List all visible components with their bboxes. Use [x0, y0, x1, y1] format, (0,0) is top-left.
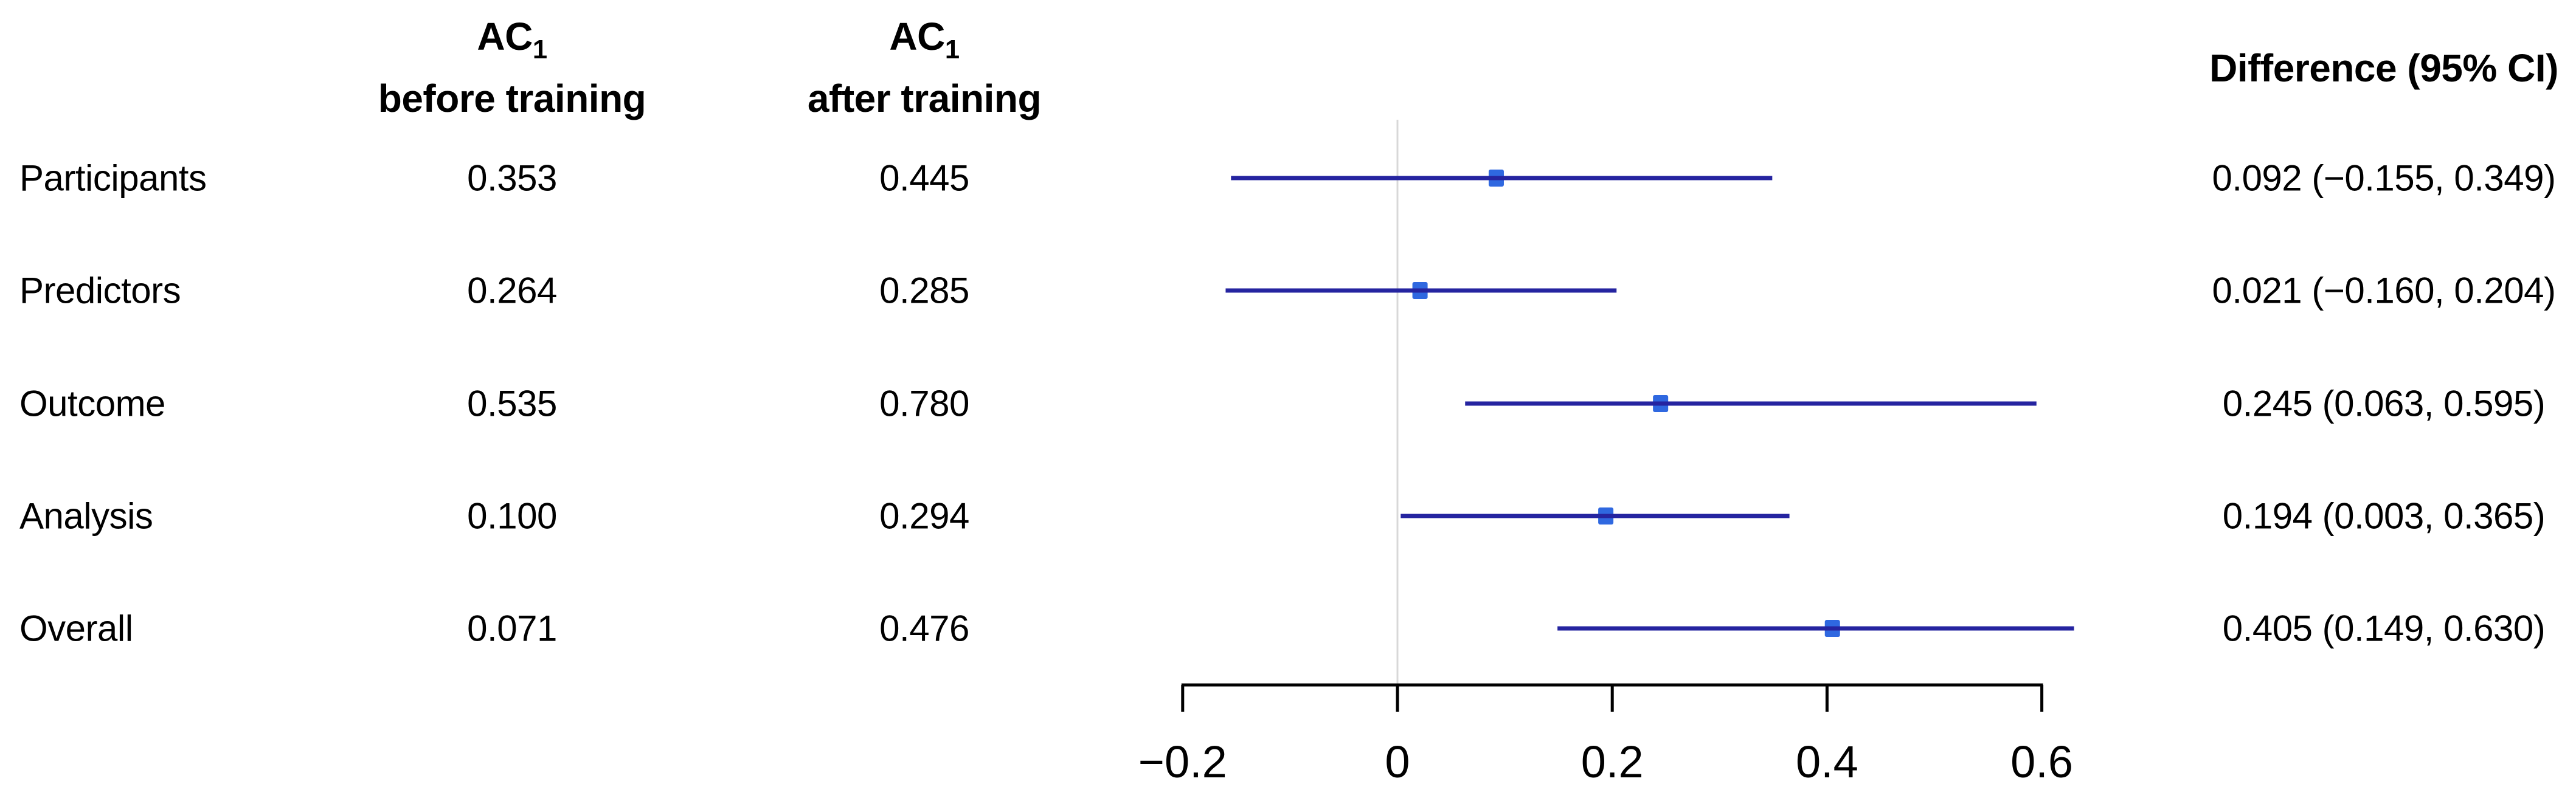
x-axis-tick-label: 0.4	[1796, 737, 1858, 787]
ac1-before-value: 0.264	[467, 270, 557, 311]
difference-value: 0.021 (−0.160, 0.204)	[2212, 270, 2556, 311]
difference-value: 0.405 (0.149, 0.630)	[2222, 608, 2546, 649]
difference-header: Difference (95% CI)	[2209, 46, 2558, 90]
row-label: Analysis	[19, 495, 153, 537]
row-label: Predictors	[19, 270, 181, 311]
ac1-after-value: 0.285	[879, 270, 969, 311]
ac1-after-value: 0.445	[879, 157, 969, 199]
ac1-subscript: 1	[944, 35, 960, 64]
row-label: Outcome	[19, 383, 165, 424]
x-axis-tick-label: 0.2	[1581, 737, 1644, 787]
ac1-label: AC	[889, 15, 945, 58]
ac1-before-header-line2: before training	[378, 77, 646, 120]
x-axis-tick-label: 0	[1385, 737, 1410, 787]
ac1-after-value: 0.294	[879, 495, 969, 537]
x-axis-tick-label: −0.2	[1138, 737, 1227, 787]
row-label: Participants	[19, 157, 207, 199]
ac1-subscript: 1	[532, 35, 547, 64]
ac1-before-header-line1: AC1	[477, 14, 547, 63]
ac1-after-header-line1: AC1	[889, 14, 960, 63]
ac1-before-value: 0.100	[467, 495, 557, 537]
x-axis-tick-label: 0.6	[2010, 737, 2073, 787]
ac1-after-value: 0.476	[879, 608, 969, 649]
difference-value: 0.194 (0.003, 0.365)	[2222, 495, 2546, 537]
ac1-label: AC	[477, 15, 533, 58]
ac1-after-header-line2: after training	[807, 77, 1042, 120]
row-label: Overall	[19, 608, 133, 649]
ac1-before-value: 0.071	[467, 608, 557, 649]
ac1-after-value: 0.780	[879, 383, 969, 424]
difference-value: 0.245 (0.063, 0.595)	[2222, 383, 2546, 424]
ac1-before-value: 0.353	[467, 157, 557, 199]
difference-value: 0.092 (−0.155, 0.349)	[2212, 157, 2556, 199]
ac1-before-value: 0.535	[467, 383, 557, 424]
